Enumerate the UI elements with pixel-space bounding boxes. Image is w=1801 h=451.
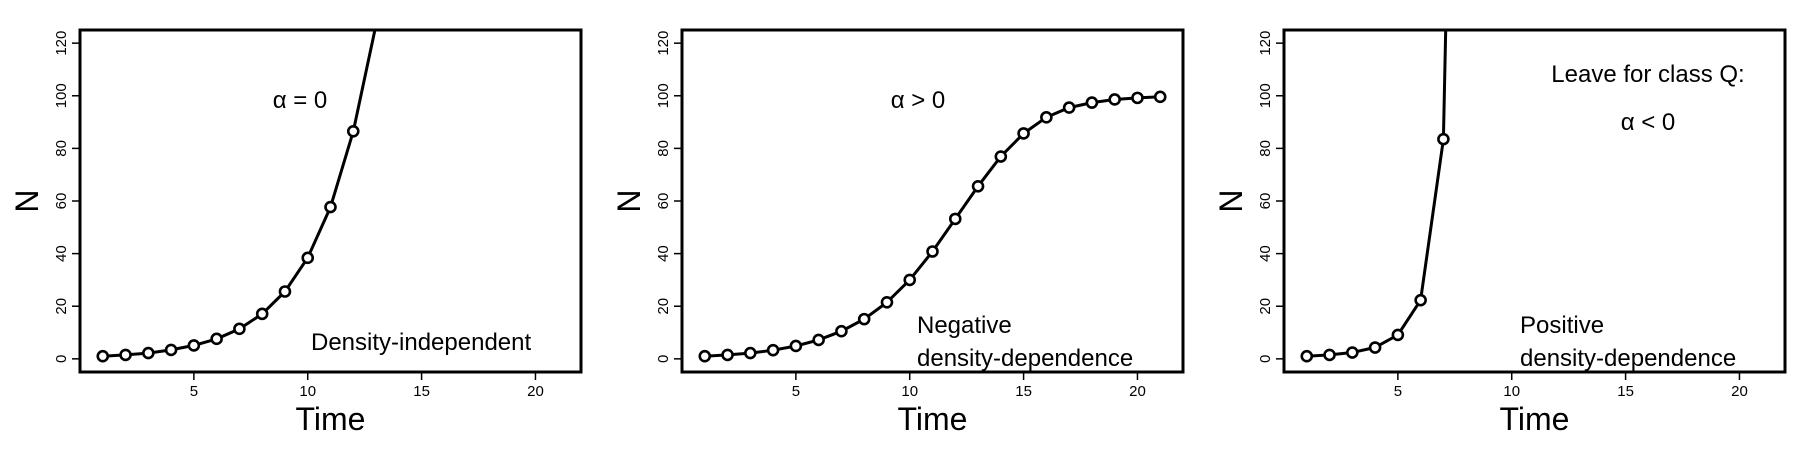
series-line bbox=[1306, 30, 1448, 358]
annotation-text: Negative bbox=[917, 312, 1012, 339]
data-point bbox=[1017, 127, 1030, 140]
data-point bbox=[96, 349, 110, 363]
y-axis-title: N bbox=[1213, 189, 1249, 212]
data-point bbox=[903, 273, 917, 287]
data-point bbox=[994, 150, 1008, 163]
data-point bbox=[721, 348, 734, 362]
x-tick-label: 20 bbox=[1129, 383, 1146, 400]
y-tick-label: 100 bbox=[1257, 83, 1274, 108]
data-point bbox=[789, 339, 803, 353]
data-point bbox=[1323, 348, 1336, 362]
x-tick-label: 20 bbox=[1731, 383, 1748, 400]
data-point bbox=[766, 343, 780, 357]
y-axis-title: N bbox=[9, 189, 45, 212]
data-point bbox=[971, 179, 985, 193]
y-tick-label: 20 bbox=[53, 298, 70, 315]
y-tick-label: 0 bbox=[655, 355, 672, 363]
data-point bbox=[142, 346, 155, 360]
data-point bbox=[119, 348, 132, 362]
data-point bbox=[1131, 91, 1144, 105]
y-tick-label: 80 bbox=[53, 140, 70, 157]
y-tick-label: 60 bbox=[53, 193, 70, 210]
y-tick-label: 100 bbox=[53, 83, 70, 108]
data-point bbox=[880, 295, 894, 309]
annotation-text: Density-independent bbox=[311, 329, 531, 356]
data-point bbox=[1437, 132, 1450, 146]
x-axis-title: Time bbox=[1500, 401, 1570, 437]
y-tick-label: 120 bbox=[1257, 31, 1274, 56]
panel-1: 5 10 15 20 0 20 40 60 80 100 120 Time Nα = 0 Density-… bbox=[9, 28, 583, 437]
series-line bbox=[102, 30, 377, 358]
y-tick-label: 20 bbox=[655, 298, 672, 315]
y-tick-label: 0 bbox=[1257, 355, 1274, 363]
data-point bbox=[1108, 93, 1121, 106]
data-point bbox=[301, 251, 315, 265]
y-tick-label: 80 bbox=[655, 140, 672, 157]
data-point bbox=[233, 322, 246, 336]
data-point bbox=[187, 339, 201, 352]
y-tick-label: 60 bbox=[1257, 193, 1274, 210]
x-tick-label: 10 bbox=[1503, 383, 1520, 400]
data-point bbox=[1368, 341, 1382, 354]
y-tick-label: 0 bbox=[53, 355, 70, 363]
data-point bbox=[698, 349, 712, 363]
x-tick-label: 15 bbox=[413, 383, 430, 400]
panel-2: 5 10 15 20 0 20 40 60 80 100 120 Time Nα > 0 Negative… bbox=[611, 28, 1185, 437]
panel-3: 5 10 15 20 0 20 40 60 80 100 120 Time N Leave for cla… bbox=[1213, 28, 1787, 437]
data-point bbox=[278, 285, 292, 298]
x-tick-label: 5 bbox=[792, 383, 800, 400]
data-point bbox=[1346, 346, 1359, 359]
x-axis-title: Time bbox=[898, 401, 968, 437]
data-point bbox=[948, 212, 962, 226]
annotation-text: α = 0 bbox=[273, 87, 328, 114]
x-tick-label: 5 bbox=[1394, 383, 1402, 400]
annotation-text: Positive bbox=[1520, 312, 1604, 339]
data-point bbox=[1300, 349, 1314, 363]
data-point bbox=[1085, 96, 1099, 109]
y-tick-label: 80 bbox=[1257, 140, 1274, 157]
data-point bbox=[744, 346, 757, 360]
data-point bbox=[1391, 328, 1405, 342]
annotation-text: α < 0 bbox=[1621, 109, 1676, 136]
y-tick-label: 120 bbox=[53, 31, 70, 56]
x-tick-label: 10 bbox=[299, 383, 316, 400]
y-tick-label: 100 bbox=[655, 83, 672, 108]
y-tick-label: 120 bbox=[655, 31, 672, 56]
data-point bbox=[210, 332, 223, 346]
x-axis-title: Time bbox=[296, 401, 366, 437]
annotation-text: density-dependence bbox=[917, 345, 1133, 372]
data-point bbox=[324, 200, 337, 214]
annotation-text: Leave for class Q: bbox=[1551, 61, 1744, 88]
data-point bbox=[857, 312, 871, 326]
data-point bbox=[835, 324, 848, 338]
y-tick-label: 40 bbox=[53, 245, 70, 262]
x-tick-label: 20 bbox=[527, 383, 544, 400]
data-point bbox=[926, 245, 939, 258]
annotation-text: α > 0 bbox=[891, 87, 946, 114]
y-tick-label: 60 bbox=[655, 193, 672, 210]
annotation-text: density-dependence bbox=[1520, 345, 1736, 372]
y-tick-label: 40 bbox=[655, 245, 672, 262]
data-point bbox=[1153, 90, 1167, 104]
data-point bbox=[255, 307, 269, 321]
data-point bbox=[1040, 111, 1053, 124]
data-point bbox=[1062, 101, 1076, 114]
data-point bbox=[164, 343, 178, 357]
data-point bbox=[346, 124, 360, 138]
x-tick-label: 15 bbox=[1617, 383, 1634, 400]
data-point bbox=[812, 333, 825, 347]
x-tick-label: 5 bbox=[190, 383, 198, 400]
y-tick-label: 40 bbox=[1257, 245, 1274, 262]
x-tick-label: 10 bbox=[901, 383, 918, 400]
x-tick-label: 15 bbox=[1015, 383, 1032, 400]
y-tick-label: 20 bbox=[1257, 298, 1274, 315]
y-axis-title: N bbox=[611, 189, 647, 212]
data-point bbox=[1414, 293, 1427, 307]
